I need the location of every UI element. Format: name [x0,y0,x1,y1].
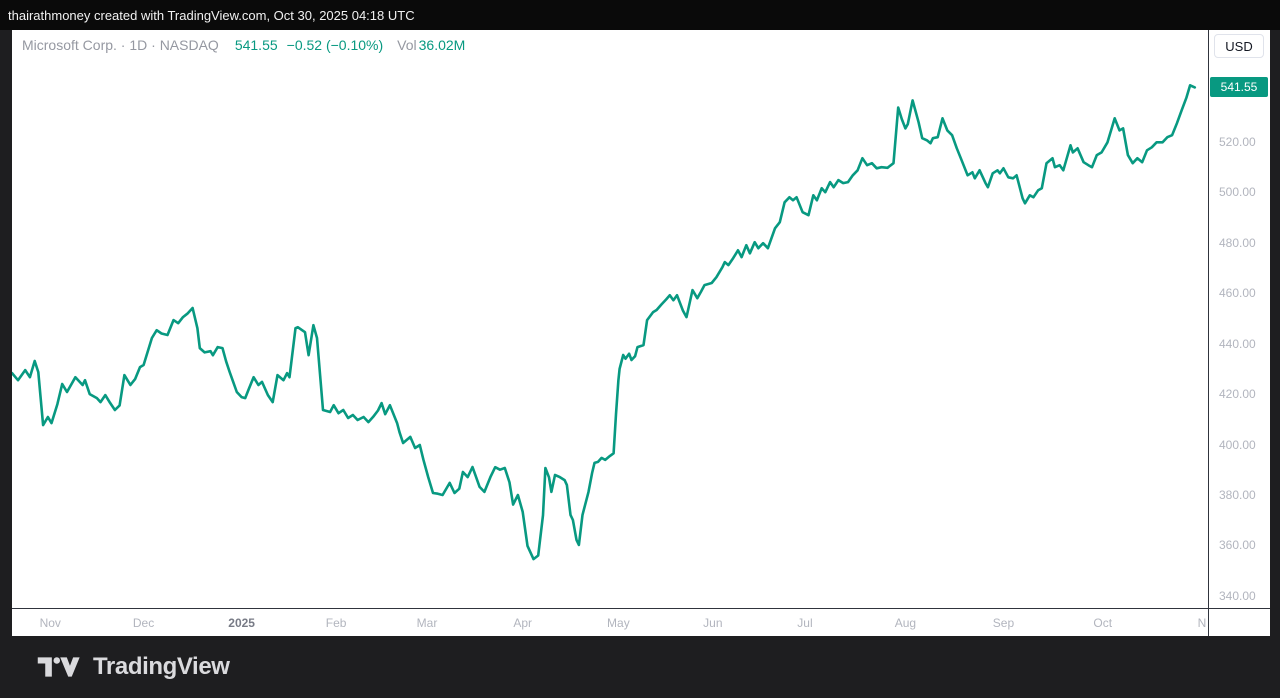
tradingview-logo-icon [37,657,80,677]
time-tick-label: N [1197,616,1207,630]
legend-last-price: 541.55 [234,37,278,53]
time-tick-label: Mar [416,616,438,630]
chart-legend: Microsoft Corp. · 1D · NASDAQ 541.55 −0.52… [22,37,465,53]
price-tick-label: 340.00 [1219,588,1256,603]
time-tick-label: Feb [325,616,347,630]
time-tick-label: Nov [39,616,61,630]
time-tick-label: Oct [1093,616,1113,630]
tradingview-brand-text: TradingView [93,653,230,680]
price-line [12,83,1197,561]
tradingview-logo-link[interactable]: TradingView [36,653,230,681]
time-tick-label: Jun [703,616,723,630]
chart-card: Microsoft Corp. · 1D · NASDAQ 541.55 −0.52… [12,30,1270,636]
symbol-title: Microsoft Corp. · 1D · NASDAQ [22,37,219,53]
price-tick-label: 500.00 [1219,185,1256,200]
footer-bar: TradingView [0,636,1280,698]
legend-change: −0.52 (−0.10%) [286,37,384,53]
price-tick-label: 520.00 [1219,134,1256,149]
price-tick-label: 440.00 [1219,336,1256,351]
time-tick-label: Jul [797,616,813,630]
price-tick-label: 460.00 [1219,286,1256,301]
price-tick-label: 400.00 [1219,437,1256,452]
currency-toggle-button[interactable]: USD [1214,34,1264,58]
price-tick-label: 360.00 [1219,538,1256,553]
volume-value: 36.02M [418,37,466,53]
price-tick-label: 480.00 [1219,235,1256,250]
price-tick-label: 420.00 [1219,387,1256,402]
time-tick-label: Sep [992,616,1015,630]
time-tick-label: May [607,616,630,630]
time-tick-label: Apr [513,616,533,630]
price-axis[interactable]: USD 541.55 340.00 360.00 380.00 400.00 420.0… [1208,30,1270,636]
time-axis[interactable]: Nov Dec 2025 Feb Mar Apr May Jun Jul Aug Sep Oct N [12,608,1270,636]
price-line-chart [12,83,1197,561]
last-price-badge: 541.55 [1210,77,1268,98]
volume-label: Vol [397,37,417,53]
time-tick-label: Dec [132,616,155,630]
price-tick-label: 380.00 [1219,487,1256,502]
time-tick-label: Aug [894,616,917,630]
time-tick-label: 2025 [228,616,255,630]
plot-region[interactable]: Microsoft Corp. · 1D · NASDAQ 541.55 −0.52… [12,30,1208,608]
attribution-bar: thairathmoney created with TradingView.c… [0,0,1280,30]
attribution-text: thairathmoney created with TradingView.c… [8,7,415,23]
